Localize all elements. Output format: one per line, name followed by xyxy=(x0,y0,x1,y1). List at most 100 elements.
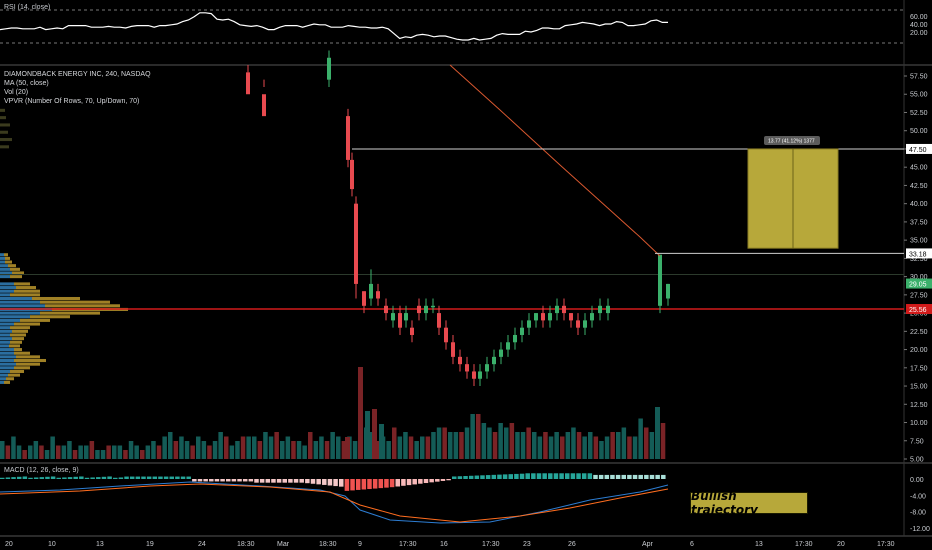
macd-histogram-bar xyxy=(316,479,321,485)
volume-bar xyxy=(599,441,604,459)
volume-bar xyxy=(632,436,638,459)
volume-bar xyxy=(526,427,531,459)
volume-bar xyxy=(145,445,151,459)
volume-bar xyxy=(470,414,475,459)
volume-spike xyxy=(345,437,350,459)
price-tick-label: 35.00 xyxy=(910,238,928,245)
macd-histogram-bar xyxy=(497,474,502,479)
macd-histogram-bar xyxy=(67,477,73,479)
vpvr-down-bar xyxy=(10,340,22,344)
macd-histogram-bar xyxy=(474,475,480,479)
candle-body xyxy=(527,320,531,328)
volume-bar xyxy=(319,436,324,459)
candle-body xyxy=(485,364,489,372)
macd-histogram-bar xyxy=(237,479,242,482)
macd-histogram-bar xyxy=(11,477,16,479)
price-tick-label: 20.00 xyxy=(910,347,928,354)
macd-histogram-bar xyxy=(367,479,372,490)
macd-histogram-bar xyxy=(406,479,412,486)
price-tick-label: 50.00 xyxy=(910,128,928,135)
candle-body xyxy=(478,371,482,379)
macd-histogram-bar xyxy=(384,479,389,488)
volume-bar xyxy=(442,427,447,459)
vpvr-up-bar xyxy=(0,300,40,304)
macd-histogram-bar xyxy=(565,473,570,479)
volume-bar xyxy=(313,441,319,459)
volume-bar xyxy=(593,436,599,459)
macd-histogram-bar xyxy=(389,479,395,488)
measure-label: 13.77 (41.12%) 1377 xyxy=(768,138,815,144)
macd-tick-label: 0.00 xyxy=(910,477,924,484)
vpvr-down-bar xyxy=(16,355,40,359)
volume-bar xyxy=(190,445,195,459)
time-axis-label: 18:30 xyxy=(319,541,337,548)
volume-bar xyxy=(548,436,554,459)
macd-histogram-bar xyxy=(553,473,559,479)
volume-bar xyxy=(532,432,537,459)
macd-histogram-bar xyxy=(638,474,643,479)
volume-bar xyxy=(392,427,397,459)
macd-histogram-bar xyxy=(322,479,327,485)
macd-histogram-bar xyxy=(175,476,180,479)
volume-bar xyxy=(61,445,67,459)
vpvr-down-bar xyxy=(14,322,40,326)
macd-histogram-bar xyxy=(197,479,203,482)
macd-histogram-bar xyxy=(644,474,649,479)
price-tick-label: 52.50 xyxy=(910,110,928,117)
volume-bar xyxy=(224,436,229,459)
volume-bar xyxy=(263,432,268,459)
vpvr-up-bar xyxy=(0,322,14,326)
legend-ma[interactable]: MA (50, close) xyxy=(4,80,49,87)
macd-tick-label: -12.00 xyxy=(910,526,930,533)
time-axis-label: 17:30 xyxy=(482,541,500,548)
volume-bar xyxy=(207,445,212,459)
volume-bar xyxy=(476,414,481,459)
vpvr-down-bar xyxy=(16,362,40,366)
vpvr-down-bar xyxy=(6,377,14,381)
time-axis-label: 9 xyxy=(358,541,362,548)
macd-histogram-bar xyxy=(45,476,50,479)
volume-bar xyxy=(520,432,526,459)
macd-histogram-bar xyxy=(214,479,220,482)
badge-last: 29.05 xyxy=(909,282,927,289)
volume-bar xyxy=(492,432,498,459)
macd-histogram-bar xyxy=(632,474,638,479)
macd-histogram-bar xyxy=(118,477,124,479)
macd-histogram-bar xyxy=(542,473,547,479)
vpvr-up-bar xyxy=(0,358,14,363)
volume-bar xyxy=(179,436,184,459)
macd-histogram-bar xyxy=(519,473,525,479)
candle-body xyxy=(417,305,421,314)
volume-bar xyxy=(397,436,403,459)
vpvr-faint-bar xyxy=(0,108,5,112)
vpvr-up-bar xyxy=(0,271,12,275)
macd-histogram-bar xyxy=(655,474,660,479)
macd-histogram-bar xyxy=(559,473,564,479)
vpvr-down-bar xyxy=(14,351,30,355)
volume-bar xyxy=(156,445,162,459)
legend-vol[interactable]: Vol (20) xyxy=(4,89,29,96)
vpvr-down-bar xyxy=(14,282,30,286)
candle-body xyxy=(404,313,408,321)
volume-bar xyxy=(268,436,274,459)
volume-bar xyxy=(0,441,5,459)
macd-histogram-bar xyxy=(372,479,378,489)
rsi-tick-label: 20.00 xyxy=(910,30,928,37)
macd-histogram-bar xyxy=(152,476,158,479)
volume-bar xyxy=(168,432,173,459)
legend-vpvr[interactable]: VPVR (Number Of Rows, 70, Up/Down, 70) xyxy=(4,98,140,105)
volume-spike xyxy=(379,424,384,459)
vpvr-down-bar xyxy=(12,329,28,333)
volume-bar xyxy=(11,436,16,459)
macd-histogram-bar xyxy=(502,474,508,479)
volume-bar xyxy=(39,445,44,459)
volume-bar xyxy=(604,436,610,459)
macd-histogram-bar xyxy=(457,476,463,479)
volume-spike xyxy=(365,411,370,459)
symbol-title[interactable]: DIAMONDBACK ENERGY INC, 240, NASDAQ xyxy=(4,71,151,78)
annotation-callout[interactable]: Bullish trajectory xyxy=(690,489,808,517)
macd-histogram-bar xyxy=(113,477,118,479)
macd-histogram-bar xyxy=(22,476,28,479)
vpvr-up-bar xyxy=(0,311,40,315)
